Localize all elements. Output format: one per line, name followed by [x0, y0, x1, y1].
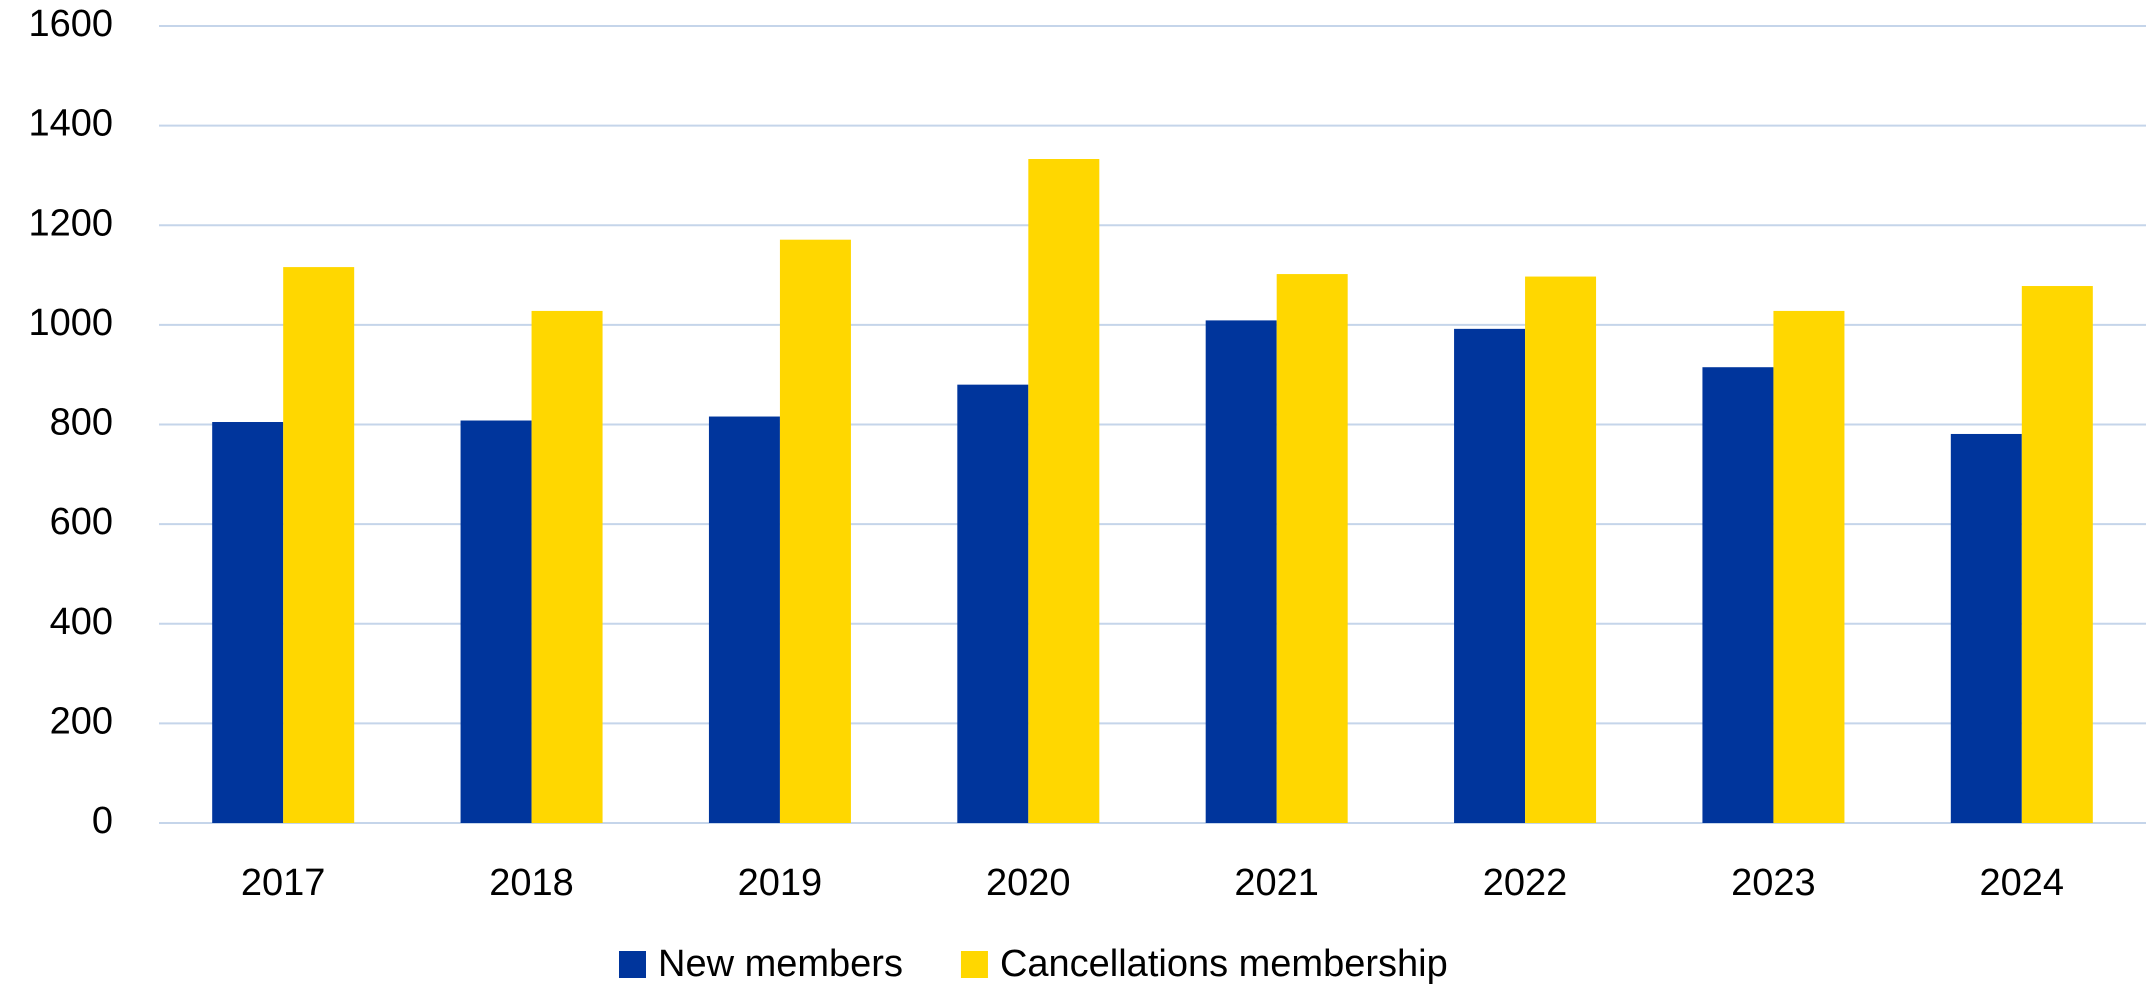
- x-tick-label: 2023: [1731, 862, 1816, 904]
- bar: [1205, 320, 1277, 823]
- bar: [460, 420, 532, 823]
- bar: [531, 310, 603, 823]
- bar: [1525, 276, 1597, 823]
- x-tick-label: 2024: [1980, 862, 2065, 904]
- bar: [708, 416, 780, 823]
- legend-label: New members: [658, 943, 903, 985]
- bar: [2021, 286, 2093, 823]
- x-tick-label: 2019: [738, 862, 823, 904]
- legend-swatch: [960, 951, 988, 978]
- x-tick-label: 2017: [241, 862, 326, 904]
- bar: [1454, 328, 1526, 823]
- bar: [1028, 158, 1100, 823]
- y-tick-label: 1000: [28, 302, 113, 344]
- y-tick-label: 600: [50, 501, 113, 543]
- y-tick-label: 400: [50, 601, 113, 643]
- x-tick-label: 2020: [986, 862, 1071, 904]
- x-tick-label: 2022: [1483, 862, 1568, 904]
- x-tick-label: 2021: [1234, 862, 1319, 904]
- y-tick-label: 800: [50, 402, 113, 444]
- y-tick-label: 1400: [28, 103, 113, 145]
- bar: [1276, 274, 1348, 823]
- y-tick-label: 200: [50, 700, 113, 742]
- y-tick-label: 0: [92, 800, 113, 842]
- bar: [957, 384, 1029, 823]
- y-tick-label: 1600: [28, 3, 113, 45]
- legend-swatch: [619, 951, 646, 978]
- bar: [1702, 367, 1774, 823]
- bar: [283, 267, 355, 823]
- y-tick-label: 1200: [28, 202, 113, 244]
- legend-label: Cancellations membership: [1000, 943, 1448, 985]
- bar: [212, 422, 284, 823]
- bar: [1773, 310, 1845, 823]
- bar: [779, 239, 851, 823]
- x-tick-label: 2018: [489, 862, 574, 904]
- bar: [1950, 433, 2022, 823]
